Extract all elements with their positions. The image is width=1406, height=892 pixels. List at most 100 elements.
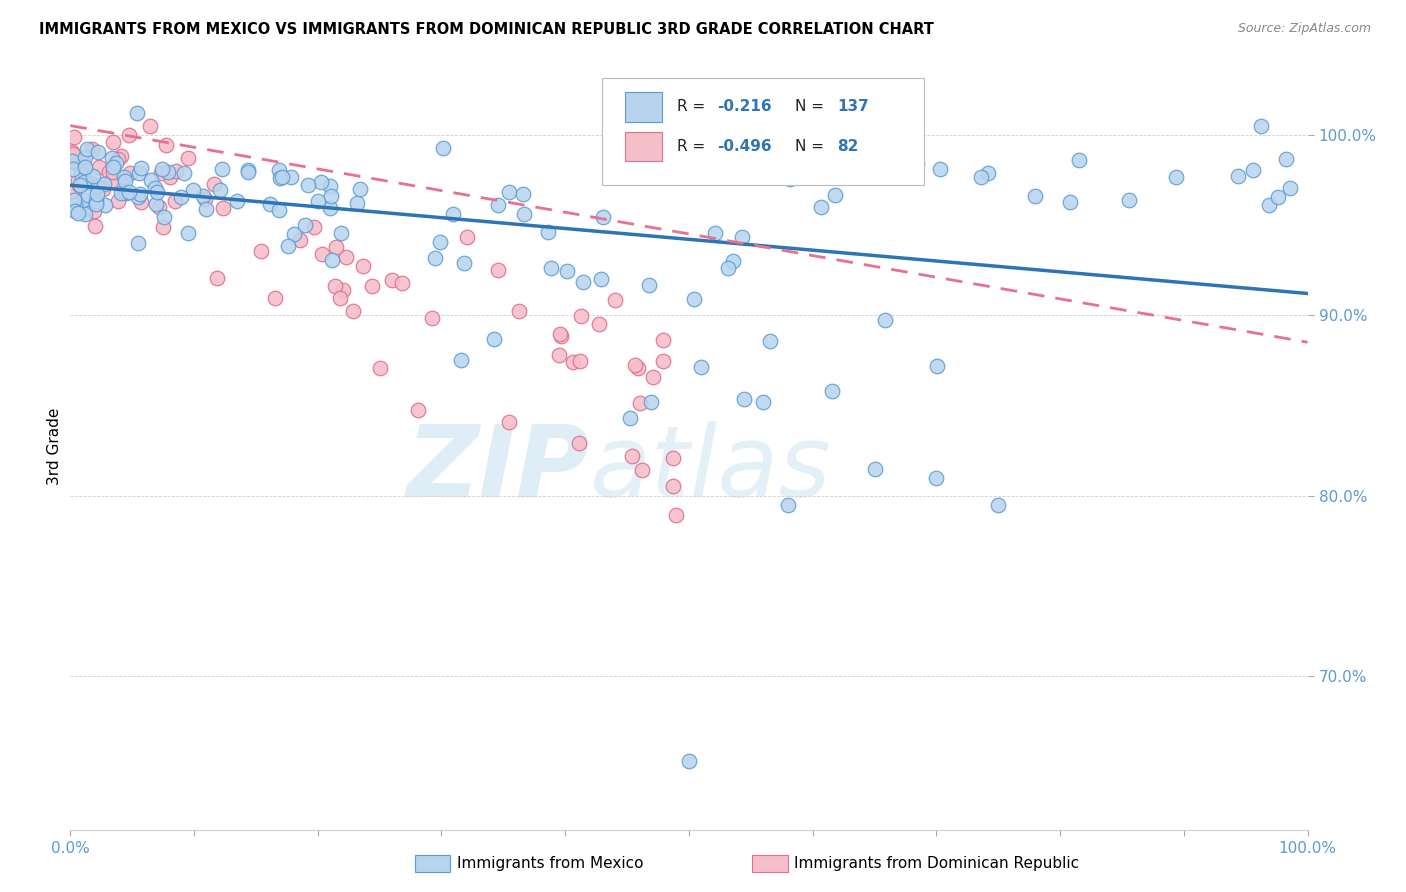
Point <box>987 498 1010 512</box>
Point <box>1250 119 1272 133</box>
Point <box>381 272 404 286</box>
Point <box>69 178 91 192</box>
Point <box>349 182 371 196</box>
Point <box>1279 181 1302 195</box>
Point <box>640 394 662 409</box>
Point <box>107 153 129 167</box>
Point <box>62 162 84 177</box>
Point <box>145 197 167 211</box>
Point <box>304 219 326 234</box>
Point <box>368 361 391 376</box>
Point <box>325 240 347 254</box>
Point <box>824 188 846 202</box>
Point <box>890 170 912 185</box>
Point <box>112 185 135 199</box>
Point <box>589 272 612 286</box>
Text: R =: R = <box>676 139 710 154</box>
Point <box>568 354 591 368</box>
Point <box>143 181 166 195</box>
Point <box>592 210 614 224</box>
FancyBboxPatch shape <box>624 132 662 161</box>
Point <box>193 192 215 206</box>
Point <box>110 149 132 163</box>
Point <box>776 498 799 512</box>
Point <box>1059 195 1081 210</box>
Point <box>75 160 97 174</box>
Point <box>766 153 789 168</box>
Point <box>226 194 249 208</box>
Text: ZIP: ZIP <box>406 420 591 517</box>
Point <box>571 275 593 289</box>
Point <box>1275 153 1298 167</box>
Point <box>294 218 316 232</box>
Point <box>259 197 281 211</box>
Point <box>330 227 353 241</box>
Point <box>423 251 446 265</box>
Text: Immigrants from Mexico: Immigrants from Mexico <box>457 856 644 871</box>
Point <box>269 170 291 185</box>
Point <box>307 194 329 209</box>
Point <box>139 119 162 133</box>
Point <box>540 261 562 276</box>
Point <box>128 187 150 202</box>
Text: 137: 137 <box>838 99 869 114</box>
Point <box>65 156 87 170</box>
Point <box>733 392 755 406</box>
Point <box>627 360 650 375</box>
Point <box>346 195 368 210</box>
Point <box>1267 190 1289 204</box>
Point <box>925 359 948 374</box>
Point <box>486 263 509 277</box>
Point <box>537 225 560 239</box>
Point <box>83 219 105 233</box>
Point <box>683 292 706 306</box>
Point <box>91 182 114 196</box>
Point <box>641 369 664 384</box>
Point <box>127 236 149 251</box>
Point <box>173 165 195 179</box>
Point <box>290 233 312 247</box>
Point <box>891 163 914 178</box>
Y-axis label: 3rd Grade: 3rd Grade <box>46 408 62 484</box>
Point <box>311 247 333 261</box>
Point <box>120 166 142 180</box>
Point <box>129 161 152 175</box>
Point <box>277 238 299 252</box>
Point <box>561 355 583 369</box>
Point <box>925 470 948 484</box>
Point <box>1227 169 1250 183</box>
Point <box>1164 169 1187 184</box>
Point <box>205 271 228 285</box>
Point <box>177 151 200 165</box>
Point <box>269 203 291 218</box>
Point <box>297 178 319 192</box>
Point <box>280 169 302 184</box>
Point <box>73 170 96 185</box>
Point <box>63 197 86 211</box>
Point <box>89 160 111 174</box>
Point <box>550 328 572 343</box>
Point <box>309 175 332 189</box>
Point <box>498 415 520 429</box>
Point <box>1069 153 1091 168</box>
Point <box>689 360 711 375</box>
Point <box>283 227 305 241</box>
Point <box>335 250 357 264</box>
Point <box>513 207 536 221</box>
Point <box>555 264 578 278</box>
Point <box>202 178 225 192</box>
Point <box>1024 188 1046 202</box>
FancyBboxPatch shape <box>624 93 662 121</box>
Point <box>149 165 172 179</box>
Point <box>65 203 87 218</box>
Text: IMMIGRANTS FROM MEXICO VS IMMIGRANTS FROM DOMINICAN REPUBLIC 3RD GRADE CORRELATI: IMMIGRANTS FROM MEXICO VS IMMIGRANTS FRO… <box>39 22 934 37</box>
Point <box>146 185 169 199</box>
Point <box>72 202 94 217</box>
Point <box>456 230 478 244</box>
Point <box>678 754 700 768</box>
Point <box>110 186 132 201</box>
Point <box>98 165 121 179</box>
Point <box>588 318 610 332</box>
Point <box>619 411 641 425</box>
Point <box>970 169 993 184</box>
